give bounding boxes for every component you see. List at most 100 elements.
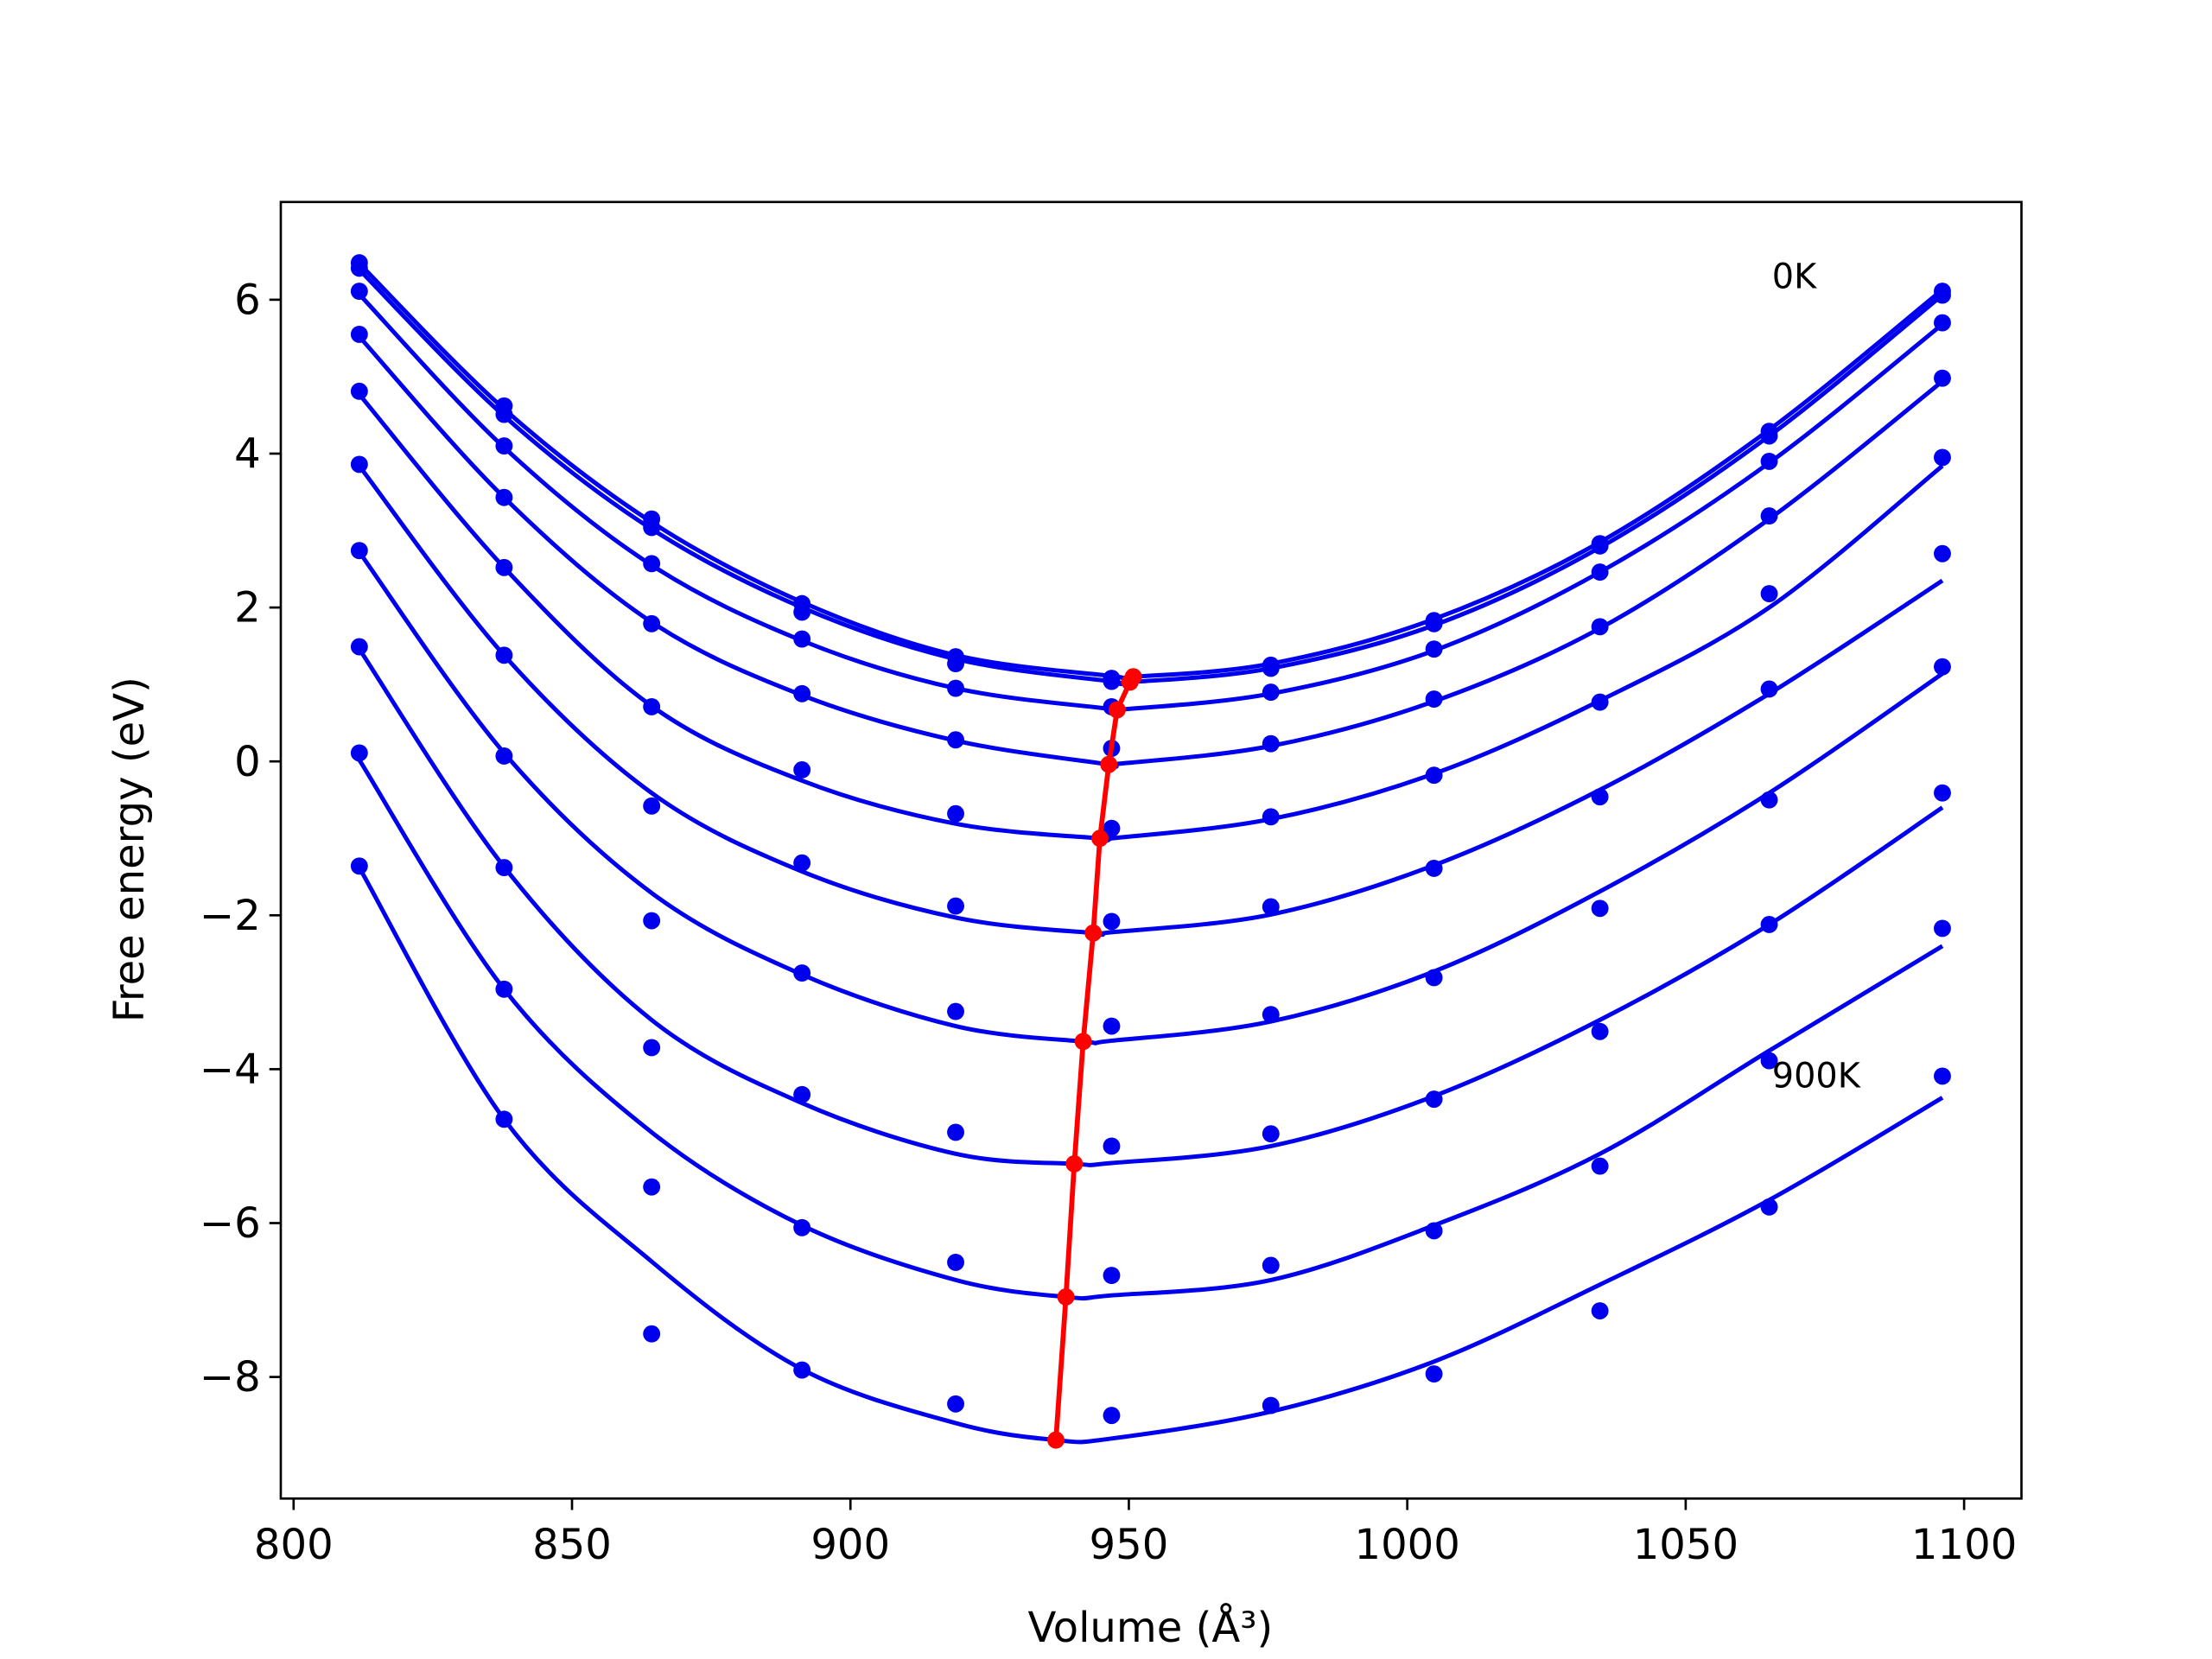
data-point [1103, 819, 1121, 837]
y-tick-label: −8 [200, 1353, 261, 1402]
data-point [1760, 916, 1778, 933]
data-point [1425, 614, 1443, 632]
data-point [1425, 1365, 1443, 1382]
data-point [1103, 1267, 1121, 1284]
data-point [1591, 563, 1609, 582]
data-point [793, 761, 811, 779]
data-point [1934, 784, 1951, 802]
fit-curve [357, 464, 1944, 938]
data-point [495, 558, 513, 576]
data-point [1591, 537, 1609, 555]
data-point [1934, 448, 1951, 467]
minimum-point [1100, 755, 1118, 773]
data-point [1103, 1017, 1121, 1035]
data-point [1934, 1067, 1951, 1085]
data-point [1103, 1137, 1121, 1155]
data-point [495, 437, 513, 455]
data-point [1425, 969, 1443, 987]
minimum-point [1108, 701, 1126, 719]
y-tick-label: 4 [234, 430, 261, 479]
minimum-point [1057, 1288, 1075, 1306]
data-point [1425, 690, 1443, 709]
data-point [947, 731, 964, 749]
x-tick-label: 1100 [1911, 1521, 2017, 1569]
data-point [793, 964, 811, 982]
fit-curve [357, 550, 1944, 1046]
minimum-point [1084, 924, 1103, 942]
data-point [947, 897, 964, 915]
data-point [1934, 286, 1951, 304]
data-point [495, 980, 513, 998]
x-tick-label: 850 [532, 1521, 612, 1569]
fit-curve [358, 268, 1944, 687]
data-point [793, 1218, 811, 1236]
y-tick-label: 2 [234, 584, 261, 632]
fit-curve [357, 334, 1944, 770]
data-point [1262, 1396, 1280, 1414]
data-point [1591, 618, 1609, 636]
data-point [947, 1253, 964, 1271]
data-point [643, 912, 661, 930]
data-point [1591, 1157, 1609, 1175]
data-point [643, 614, 661, 632]
data-point [793, 684, 811, 702]
data-point [793, 1085, 811, 1103]
data-point [793, 854, 811, 872]
data-point [1262, 683, 1280, 701]
x-axis-label: Volume (Å³) [1028, 1603, 1274, 1652]
data-point [1934, 314, 1951, 332]
data-point [1934, 369, 1951, 387]
data-point [1103, 912, 1121, 931]
y-tick-label: −6 [200, 1199, 261, 1248]
data-point [1591, 1022, 1609, 1040]
y-tick-label: −4 [200, 1046, 261, 1094]
annotation: 0K [1772, 257, 1817, 296]
data-point [1760, 585, 1778, 603]
data-point [947, 1123, 964, 1141]
minimum-point [1074, 1033, 1092, 1051]
data-point [1262, 734, 1280, 753]
fit-curve [357, 392, 1944, 843]
data-point [643, 518, 661, 537]
data-point [1934, 544, 1951, 563]
data-point [350, 382, 368, 400]
data-point [1262, 659, 1280, 677]
data-point [643, 797, 661, 815]
data-point [1103, 672, 1121, 690]
data-point [643, 1325, 661, 1343]
data-point [350, 326, 368, 343]
data-point [1760, 791, 1778, 809]
data-point [793, 603, 811, 621]
data-point [1760, 507, 1778, 525]
data-point [643, 1178, 661, 1196]
minimum-point [1065, 1154, 1084, 1173]
x-tick-label: 1050 [1633, 1521, 1738, 1569]
data-point [1591, 693, 1609, 711]
data-point [1760, 452, 1778, 470]
data-point [1934, 919, 1951, 938]
minima-line [1053, 675, 1136, 1440]
data-point [350, 857, 368, 875]
data-point [947, 655, 964, 673]
data-point [1262, 1125, 1280, 1143]
data-point [350, 638, 368, 656]
data-point [793, 630, 811, 648]
data-point [1591, 1302, 1609, 1319]
data-point [350, 744, 368, 762]
data-point [350, 542, 368, 560]
data-point [1103, 1407, 1121, 1425]
minimum-point [1047, 1431, 1065, 1449]
data-point [350, 259, 368, 277]
annotation: 900K [1772, 1057, 1861, 1096]
data-point [947, 804, 964, 823]
fit-curve [357, 759, 1944, 1301]
data-point [495, 1110, 513, 1128]
data-point [1934, 658, 1951, 676]
data-point [1760, 1052, 1778, 1070]
x-tick-label: 900 [810, 1521, 890, 1569]
data-point [947, 679, 964, 697]
data-point [1591, 788, 1609, 806]
data-point [947, 1002, 964, 1020]
data-point [495, 859, 513, 877]
